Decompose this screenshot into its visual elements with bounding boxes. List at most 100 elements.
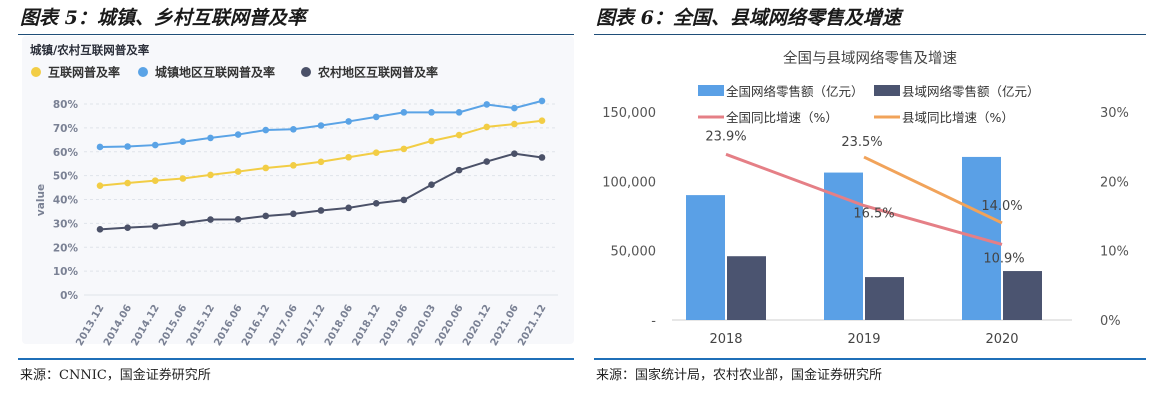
series-1-point (234, 131, 242, 138)
chart-title: 城镇/农村互联网普及率 (30, 43, 150, 57)
series-2-point (400, 196, 408, 204)
series-2-point (262, 212, 270, 220)
right-bottom-rule (594, 358, 1146, 360)
legend-label-0: 互联网普及率 (48, 65, 120, 80)
series-2-point (317, 207, 325, 214)
legend-label-3: 县域同比增速（%） (902, 110, 1014, 125)
y-tick-label: 0% (60, 290, 78, 302)
series-2-point (511, 150, 518, 157)
right-top-rule (594, 34, 1146, 35)
bar-1-2019 (865, 277, 904, 320)
series-0-point (234, 168, 242, 175)
y-left-tick-label: 50,000 (611, 245, 657, 260)
series-0-point (179, 175, 187, 182)
series-0-point (262, 164, 270, 172)
series-1-point (345, 118, 352, 125)
left-figure: 图表 5：城镇、乡村互联网普及率 城镇/农村互联网普及率互联网普及率 城镇地区互联… (18, 0, 574, 404)
series-2-point (179, 219, 187, 227)
legend-label-2: 全国同比增速（%） (726, 110, 838, 125)
series-2-point (290, 210, 297, 218)
series-1-point (317, 122, 325, 129)
data-label-2: 16.5% (853, 207, 894, 222)
series-0-point (511, 120, 518, 128)
y-left-tick-label: - (651, 314, 656, 329)
y-right-tick-label: 20% (1100, 175, 1129, 190)
y-right-tick-label: 0% (1100, 314, 1121, 329)
series-1-point (400, 109, 408, 116)
y-left-tick-label: 150,000 (602, 106, 656, 121)
series-0-point (372, 149, 380, 157)
series-2-point (483, 158, 491, 165)
bar-1-2018 (727, 256, 766, 320)
data-label-2: 10.9% (983, 251, 1024, 266)
series-line-2 (725, 152, 1003, 246)
left-top-rule (18, 34, 574, 35)
series-0-point (317, 158, 325, 166)
series-2-point (345, 204, 352, 212)
series-1-point (428, 109, 435, 116)
legend-marker-2 (301, 67, 311, 77)
data-label-3: 14.0% (981, 199, 1022, 214)
series-0-point (207, 171, 214, 179)
series-0-point (400, 145, 408, 153)
left-figure-title: 图表 5：城镇、乡村互联网普及率 (20, 7, 306, 29)
series-0-point (96, 182, 104, 189)
series-2-point (538, 154, 546, 161)
series-1-point (179, 138, 187, 146)
y-right-tick-label: 10% (1100, 245, 1129, 260)
legend-marker-0 (31, 67, 41, 77)
series-line-3 (863, 155, 1003, 225)
series-0-point (290, 162, 297, 169)
x-tick-label: 2018 (709, 332, 742, 347)
legend-marker-1 (138, 67, 148, 77)
legend-marker-0 (698, 85, 724, 96)
series-2-point (124, 224, 131, 231)
x-tick-label: 2019 (847, 332, 880, 347)
series-2-point (96, 226, 104, 233)
left-source: 来源：CNNIC，国金证券研究所 (20, 368, 211, 383)
series-0-point (428, 137, 435, 145)
series-1-point (151, 141, 159, 149)
y-tick-label: 30% (53, 218, 79, 230)
series-0-point (151, 177, 159, 184)
legend-label-1: 县域网络零售额（亿元） (902, 84, 1040, 99)
series-1-point (511, 104, 518, 112)
right-figure: 图表 6：全国、县域网络零售及增速 全国与县域网络零售及增速 全国网络零售额（亿元… (594, 0, 1146, 404)
legend-label-1: 城镇地区互联网普及率 (155, 65, 275, 80)
y-tick-label: 20% (53, 242, 79, 254)
series-1-point (124, 143, 131, 150)
series-1-point (262, 126, 270, 134)
right-source: 来源：国家统计局，农村农业部，国金证券研究所 (596, 368, 883, 383)
series-2-point (207, 216, 214, 223)
right-figure-title: 图表 6：全国、县域网络零售及增速 (596, 7, 901, 29)
series-1-point (455, 109, 463, 116)
series-1-point (96, 143, 104, 151)
series-1-point (483, 101, 491, 108)
x-tick-label: 2020 (985, 332, 1018, 347)
series-2-point (372, 200, 380, 207)
series-0-point (483, 123, 491, 131)
y-tick-label: 10% (53, 266, 79, 278)
legend-label-2: 农村地区互联网普及率 (317, 65, 438, 80)
bar-0-2019 (824, 172, 863, 320)
bar-1-2020 (1003, 271, 1042, 320)
series-2-point (428, 181, 435, 188)
series-0-point (538, 117, 546, 125)
series-1-point (372, 113, 380, 121)
data-label-2: 23.9% (705, 129, 746, 144)
y-tick-label: 40% (53, 195, 79, 207)
bar-0-2018 (686, 195, 725, 320)
data-label-3: 23.5% (841, 135, 882, 150)
y-tick-label: 80% (53, 99, 79, 111)
x-tick-label: 2021.12 (516, 303, 548, 348)
series-2-point (455, 166, 463, 174)
series-0-point (124, 179, 131, 187)
y-left-tick-label: 100,000 (602, 175, 656, 190)
y-tick-label: 70% (53, 123, 79, 135)
series-1-point (207, 134, 214, 142)
chart-title: 全国与县域网络零售及增速 (783, 49, 957, 67)
y-tick-label: 50% (53, 171, 79, 183)
y-right-tick-label: 30% (1100, 106, 1129, 121)
